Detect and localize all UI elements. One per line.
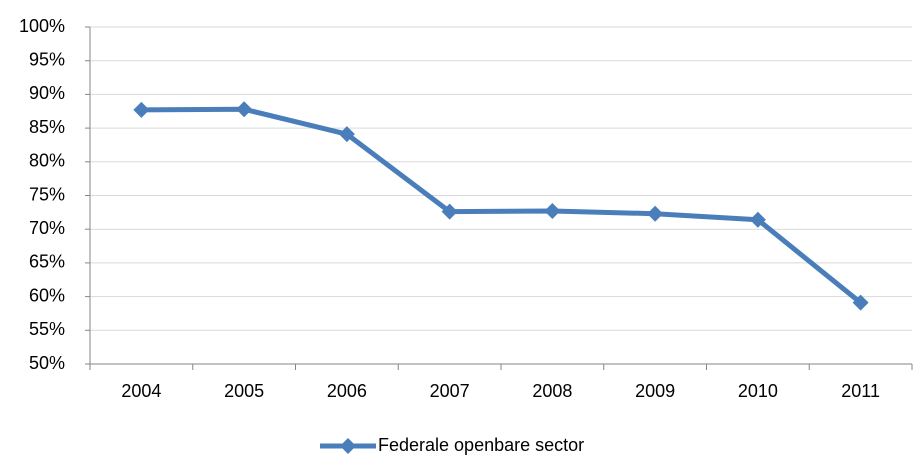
data-point: [749, 211, 766, 228]
x-tick-label: 2006: [327, 381, 367, 401]
x-tick-label: 2007: [430, 381, 470, 401]
data-point: [544, 203, 561, 220]
x-tick-label: 2010: [738, 381, 778, 401]
y-tick-label: 55%: [29, 319, 65, 339]
x-tick-label: 2009: [635, 381, 675, 401]
y-tick-label: 50%: [29, 353, 65, 373]
y-tick-label: 80%: [29, 151, 65, 171]
y-tick-label: 65%: [29, 252, 65, 272]
x-tick-label: 2005: [224, 381, 264, 401]
data-point: [236, 101, 253, 118]
legend-label: Federale openbare sector: [378, 435, 584, 455]
y-tick-label: 100%: [19, 16, 65, 36]
y-tick-label: 95%: [29, 49, 65, 69]
x-tick-label: 2004: [121, 381, 161, 401]
legend-marker: [340, 438, 356, 454]
series-line: [141, 106, 863, 305]
data-point: [441, 203, 458, 220]
y-tick-label: 75%: [29, 184, 65, 204]
data-point: [338, 126, 355, 143]
y-tick-label: 85%: [29, 117, 65, 137]
x-tick-label: 2008: [532, 381, 572, 401]
data-point: [852, 294, 869, 311]
y-tick-label: 70%: [29, 218, 65, 238]
data-point: [647, 205, 664, 222]
data-point: [133, 101, 150, 118]
x-tick-label: 2011: [841, 381, 880, 401]
y-tick-label: 90%: [29, 83, 65, 103]
y-tick-label: 60%: [29, 285, 65, 305]
